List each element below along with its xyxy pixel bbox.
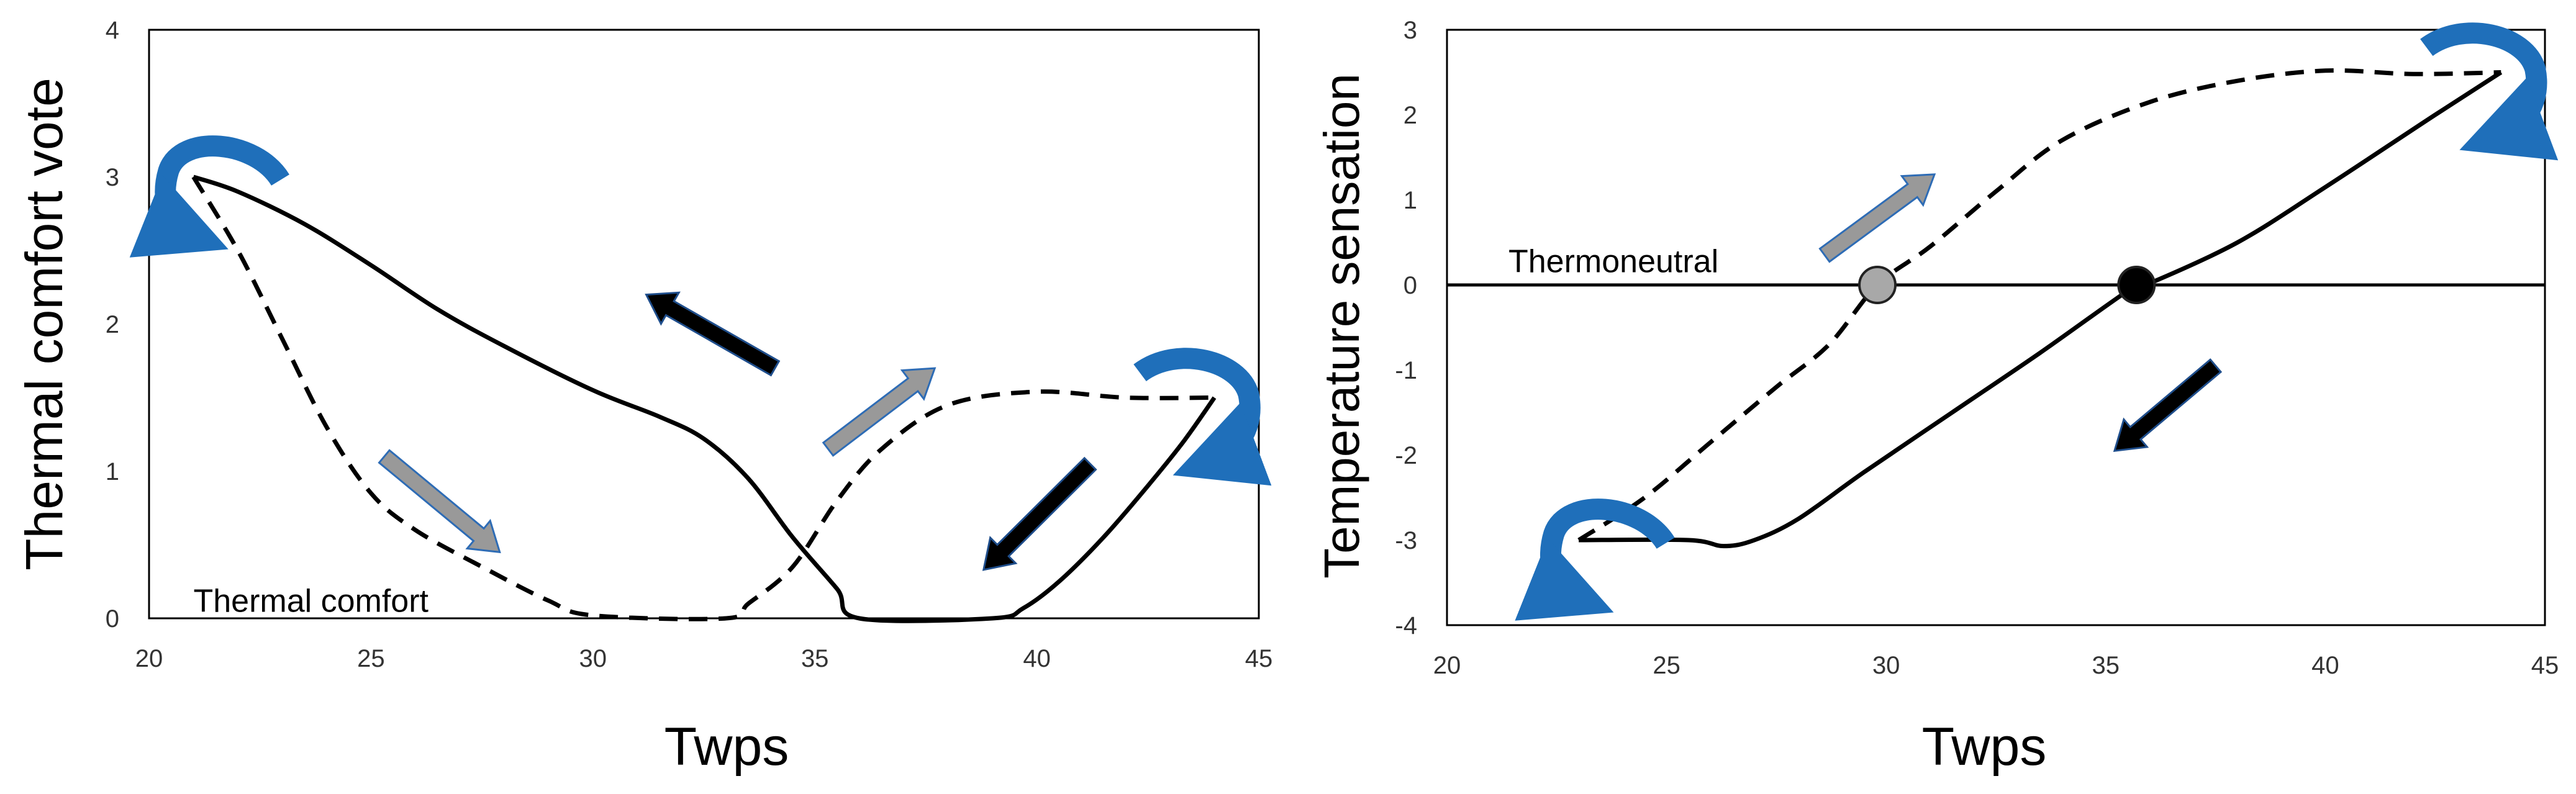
x-tick-label: 40 <box>1023 645 1051 672</box>
comfort-x-axis-label: Twps <box>664 717 789 777</box>
x-tick-label: 25 <box>357 645 385 672</box>
x-tick-label: 40 <box>2311 652 2339 679</box>
x-tick-label: 30 <box>579 645 607 672</box>
comfort-y-ticks: 0 1 2 3 4 <box>106 17 119 633</box>
crossing-marker <box>2117 266 2156 304</box>
sensation-cycle-arrows <box>1515 22 2559 621</box>
sensation-x-ticks: 20 25 30 35 40 45 <box>1433 652 2559 679</box>
y-tick-label: 0 <box>1404 272 1417 299</box>
gray-direction-arrow <box>822 367 937 457</box>
black-direction-arrow <box>2113 358 2223 452</box>
y-tick-label: -3 <box>1395 527 1417 554</box>
sensation-x-axis-label: Twps <box>1922 717 2047 777</box>
comfort-curves <box>191 174 1217 623</box>
y-tick-label: 3 <box>106 164 119 191</box>
x-tick-label: 20 <box>1433 652 1461 679</box>
y-tick-label: 1 <box>1404 187 1417 214</box>
sensation-y-axis-label: Temperature sensation <box>1314 73 1369 579</box>
comfort-direction-arrows <box>378 291 1097 571</box>
y-tick-label: 4 <box>106 17 119 44</box>
comfort-cycle-arrows <box>129 135 1272 486</box>
solid-curve <box>193 174 1217 623</box>
sensation-plot-frame <box>1446 29 2546 626</box>
sensation-markers <box>1858 266 2156 304</box>
x-tick-label: 35 <box>801 645 829 672</box>
crossing-marker <box>1858 266 1897 304</box>
blue-cycle-arrow <box>2420 22 2559 161</box>
dashed-curve <box>1577 68 2501 542</box>
sensation-direction-arrows <box>1818 173 2223 452</box>
comfort-x-ticks: 20 25 30 35 40 45 <box>135 645 1273 672</box>
sensation-y-ticks: -4 -3 -2 -1 0 1 2 3 <box>1395 17 1417 639</box>
x-tick-label: 35 <box>2092 652 2120 679</box>
dashed-curve <box>191 176 1215 621</box>
y-tick-label: 1 <box>106 458 119 485</box>
y-tick-label: -4 <box>1395 612 1417 639</box>
x-tick-label: 20 <box>135 645 163 672</box>
y-tick-label: 2 <box>1404 102 1417 129</box>
comfort-annotation: Thermal comfort <box>193 584 429 620</box>
x-tick-label: 45 <box>1245 645 1273 672</box>
black-direction-arrow <box>645 291 781 377</box>
y-tick-label: 3 <box>1404 17 1417 44</box>
y-tick-label: -2 <box>1395 442 1417 469</box>
blue-cycle-arrow <box>1515 499 1675 621</box>
comfort-chart: 20 25 30 35 40 45 0 1 2 3 4 Thermal comfort Therm… <box>15 17 1272 777</box>
x-tick-label: 30 <box>1872 652 1900 679</box>
black-direction-arrow <box>982 456 1097 571</box>
thermoneutral-label: Thermoneutral <box>1508 244 1718 280</box>
blue-cycle-arrow <box>1133 348 1272 486</box>
blue-cycle-arrow <box>129 135 289 258</box>
y-tick-label: 2 <box>106 311 119 338</box>
gray-direction-arrow <box>378 449 501 554</box>
x-tick-label: 45 <box>2531 652 2559 679</box>
gray-direction-arrow <box>1818 173 1936 263</box>
comfort-y-axis-label: Thermal comfort vote <box>15 78 73 571</box>
y-tick-label: 0 <box>106 605 119 633</box>
sensation-curves <box>1577 68 2503 549</box>
solid-curve <box>1579 70 2503 549</box>
y-tick-label: -1 <box>1395 357 1417 384</box>
x-tick-label: 25 <box>1653 652 1680 679</box>
